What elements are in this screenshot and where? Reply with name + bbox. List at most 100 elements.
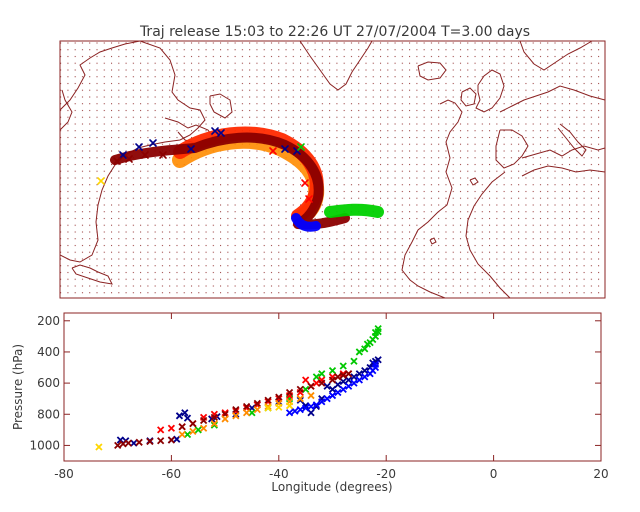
data-point: [355, 370, 363, 378]
data-point: [350, 373, 358, 381]
data-point: [307, 382, 315, 390]
data-point: [264, 396, 272, 404]
y-tick-label: 400: [37, 345, 60, 359]
data-point: [307, 409, 315, 417]
y-axis-label: Pressure (hPa): [11, 344, 25, 430]
x-axis-label: Longitude (degrees): [271, 480, 392, 494]
series-6: [95, 402, 294, 451]
x-tick-label: -80: [54, 467, 74, 481]
data-points: [95, 324, 382, 451]
y-axis: 200 400 600 800 1000: [29, 314, 601, 452]
data-point: [189, 427, 197, 436]
x-tick-label: 0: [490, 467, 498, 481]
data-point: [318, 370, 326, 378]
data-point: [183, 414, 192, 422]
coastline-iberia: [495, 129, 529, 169]
data-point: [355, 348, 363, 356]
plume-markers-red: [269, 147, 313, 203]
data-point: [285, 388, 294, 397]
data-point: [355, 376, 363, 384]
data-point: [296, 385, 304, 393]
data-point: [323, 382, 331, 390]
data-point: [371, 360, 380, 369]
data-point: [328, 376, 337, 384]
data-point: [264, 402, 272, 411]
data-point: [210, 419, 218, 428]
data-point: [374, 356, 382, 364]
series-0: [116, 356, 382, 447]
data-point: [312, 401, 321, 409]
data-point: [189, 419, 197, 428]
data-point: [334, 373, 342, 381]
data-point: [275, 403, 283, 411]
plume-markers-green: [297, 143, 305, 151]
data-point: [175, 412, 184, 420]
y-tick-label: 800: [37, 407, 60, 421]
coastline-west-africa: [465, 171, 511, 298]
data-point: [181, 409, 189, 417]
data-point: [350, 379, 358, 387]
data-point: [95, 443, 103, 451]
y-tick-label: 600: [37, 376, 60, 390]
data-point: [114, 441, 122, 450]
data-point: [318, 398, 326, 406]
y-tick-label: 200: [37, 314, 60, 328]
figure-title: Traj release 15:03 to 22:26 UT 27/07/200…: [139, 24, 530, 40]
x-tick-label: 20: [593, 467, 608, 481]
data-point: [183, 430, 192, 439]
data-point: [307, 391, 315, 400]
map-panel: [59, 40, 606, 299]
data-point: [302, 404, 310, 412]
coastline-north-america: [60, 41, 206, 263]
series-1: [285, 360, 380, 417]
data-point: [312, 373, 321, 381]
x-tick-label: -40: [269, 467, 289, 481]
plume-band-blue: [291, 213, 321, 232]
data-point: [361, 367, 369, 375]
coastline-cape-verde: [429, 237, 437, 245]
data-point: [302, 402, 310, 410]
data-point: [248, 409, 256, 417]
data-point: [339, 385, 347, 393]
data-point: [242, 409, 251, 417]
data-point: [221, 415, 229, 423]
coastline-iceland: [417, 61, 447, 81]
data-point: [344, 382, 353, 390]
data-point: [194, 426, 202, 434]
data-point: [285, 409, 294, 417]
data-point: [334, 388, 342, 397]
data-point: [312, 402, 321, 411]
data-point: [157, 437, 165, 445]
map-frame: [59, 40, 606, 299]
coastline-canary: [469, 177, 479, 186]
coastline-uk: [475, 69, 505, 113]
data-point: [302, 376, 310, 384]
data-point: [146, 437, 154, 446]
data-point: [339, 371, 347, 379]
data-point: [307, 402, 315, 411]
data-point: [374, 324, 382, 333]
data-point: [242, 402, 251, 411]
x-tick-label: -60: [162, 467, 182, 481]
data-point: [124, 439, 133, 447]
data-point: [167, 424, 176, 432]
data-point: [296, 396, 304, 404]
plume-band-green: [324, 203, 384, 218]
coastline-caribbean: [71, 264, 113, 285]
data-point: [210, 421, 218, 429]
data-point: [361, 373, 369, 381]
coastline-ireland: [460, 87, 477, 107]
trajectory-plume-map: [97, 126, 384, 232]
data-point: [199, 424, 208, 432]
y-tick-label: 1000: [29, 438, 60, 452]
data-point: [199, 416, 208, 425]
data-point: [344, 370, 353, 378]
coastline-newfoundland: [209, 93, 233, 119]
data-point: [119, 440, 127, 448]
data-point: [344, 376, 353, 384]
data-point: [323, 395, 331, 403]
data-point: [302, 385, 310, 393]
x-tick-label: -20: [376, 467, 396, 481]
data-point: [210, 413, 218, 422]
